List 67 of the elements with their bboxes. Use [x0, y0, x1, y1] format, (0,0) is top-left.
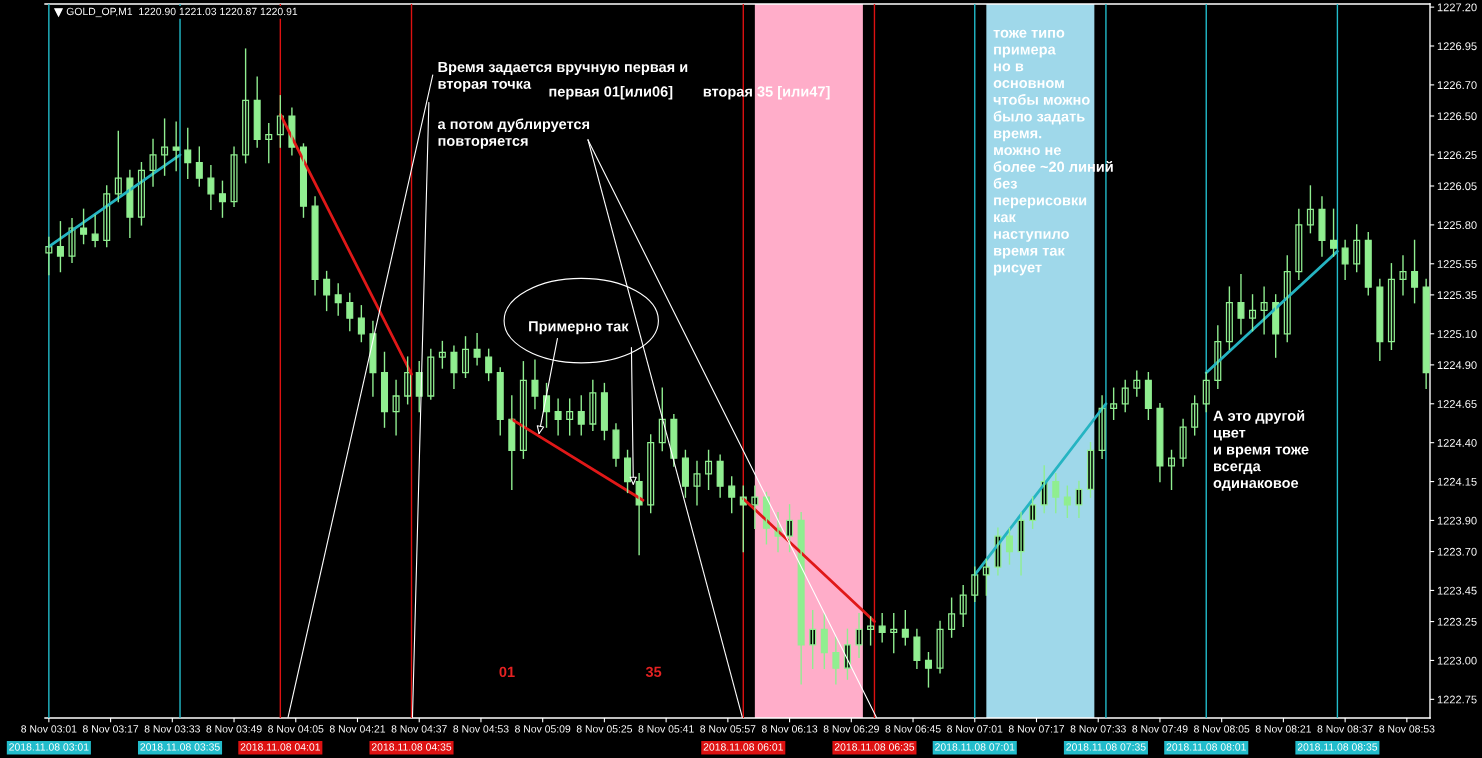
annotation: А это другой цвет и время тоже всегда одинаковое	[1213, 409, 1309, 491]
y-tick-label: 1224.15	[1437, 477, 1477, 486]
x-tick-label: 8 Nov 07:17	[1008, 725, 1065, 733]
y-tick-label: 1224.40	[1437, 438, 1477, 447]
x-tick-label: 8 Nov 08:05	[1194, 725, 1250, 733]
y-tick-label: 1226.50	[1437, 112, 1477, 121]
ref-line-label: 2018.11.08 07:01	[935, 743, 1015, 751]
candlestick	[1063, 485, 1071, 519]
x-tick-label: 8 Nov 04:53	[453, 725, 509, 733]
ref-line-label: 2018.11.08 06:35	[834, 743, 915, 751]
y-tick-label: 1224.90	[1437, 361, 1477, 370]
annotation: Примерно так	[529, 321, 629, 335]
chart-title: GOLD_OP,M1 1220.90 1221.03 1220.87 1220.91	[66, 7, 298, 18]
x-tick-label: 8 Nov 06:13	[761, 725, 818, 733]
annotation: а потом дублируется повторяется	[437, 118, 590, 149]
x-tick-label: 8 Nov 05:09	[515, 725, 571, 733]
y-tick-label: 1223.70	[1437, 547, 1477, 556]
ref-line-label: 2018.11.08 08:35	[1297, 743, 1378, 751]
x-tick-label: 8 Nov 04:21	[329, 725, 386, 733]
x-tick-label: 8 Nov 04:05	[268, 725, 324, 733]
x-tick-label: 8 Nov 03:01	[21, 725, 77, 733]
x-tick-label: 8 Nov 04:37	[391, 725, 447, 733]
ref-line-label: 2018.11.08 07:35	[1066, 743, 1146, 751]
x-tick-label: 8 Nov 07:49	[1132, 725, 1188, 733]
ref-line-label: 2018.11.08 06:01	[703, 743, 783, 751]
y-tick-label: 1227.20	[1437, 3, 1477, 12]
x-tick-label: 8 Nov 08:53	[1379, 725, 1435, 733]
x-tick-label: 8 Nov 03:33	[144, 725, 200, 733]
y-tick-label: 1225.10	[1437, 330, 1477, 338]
y-tick-label: 1225.55	[1437, 260, 1477, 268]
ref-line-label: 2018.11.08 03:35	[140, 743, 220, 751]
ref-line-label: 2018.11.08 08:01	[1166, 743, 1246, 751]
x-tick-label: 8 Nov 08:37	[1317, 725, 1373, 733]
candlestick	[438, 340, 446, 369]
annotation: 01	[499, 666, 515, 678]
x-tick-label: 8 Nov 06:29	[823, 725, 879, 733]
candlestick	[80, 208, 88, 245]
y-tick-label: 1226.25	[1437, 151, 1477, 160]
x-tick-label: 8 Nov 03:17	[82, 725, 139, 733]
ref-line-label: 2018.11.08 04:35	[371, 743, 452, 751]
y-tick-label: 1223.00	[1437, 656, 1477, 665]
x-tick-label: 8 Nov 07:01	[947, 725, 1003, 733]
x-tick-label: 8 Nov 03:49	[206, 725, 262, 733]
candlestick	[56, 221, 64, 273]
y-tick-label: 1225.35	[1437, 291, 1477, 300]
y-tick-label: 1223.25	[1437, 617, 1477, 626]
y-tick-label: 1224.65	[1437, 400, 1477, 408]
y-tick-label: 1226.05	[1437, 182, 1477, 191]
x-tick-label: 8 Nov 05:57	[700, 725, 756, 733]
y-tick-label: 1222.75	[1437, 695, 1477, 704]
y-tick-label: 1226.70	[1437, 81, 1477, 90]
ref-line-label: 2018.11.08 03:01	[9, 743, 89, 751]
y-tick-label: 1223.90	[1437, 516, 1477, 525]
ref-line-label: 2018.11.08 04:01	[240, 743, 320, 751]
candlestick	[1110, 387, 1118, 421]
x-tick-label: 8 Nov 08:21	[1255, 725, 1311, 733]
candlestick	[161, 118, 169, 176]
y-tick-label: 1223.45	[1437, 586, 1477, 595]
x-tick-label: 8 Nov 05:25	[576, 725, 633, 733]
candlestick	[982, 558, 990, 596]
x-tick-label: 8 Nov 07:33	[1070, 725, 1126, 733]
x-tick-label: 8 Nov 05:41	[638, 725, 694, 733]
x-tick-label: 8 Nov 06:45	[885, 725, 941, 733]
annotation: 35	[645, 666, 662, 678]
y-tick-label: 1225.80	[1437, 221, 1477, 230]
y-tick-label: 1226.95	[1437, 42, 1477, 51]
candlestick	[265, 123, 273, 164]
